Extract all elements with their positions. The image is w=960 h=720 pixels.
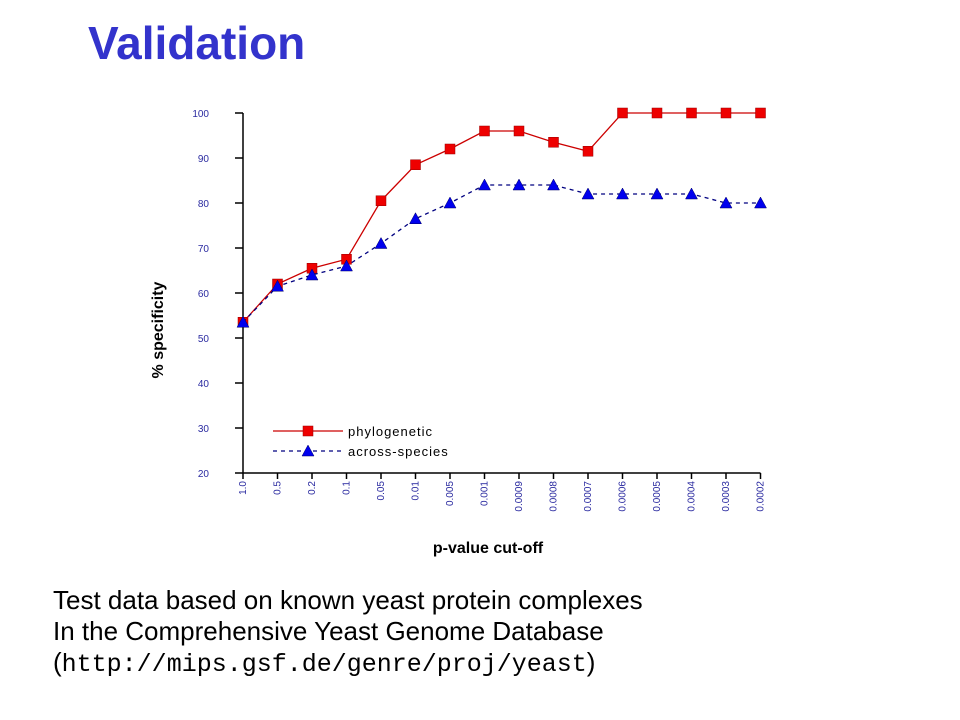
x-tick-label: 0.0005 bbox=[652, 481, 663, 512]
across-species-data-point bbox=[478, 178, 491, 191]
x-tick-label: 0.0004 bbox=[687, 481, 698, 512]
x-tick-label: 0.001 bbox=[480, 481, 491, 506]
x-tick-label: 0.0007 bbox=[583, 481, 594, 512]
across-species-data-point bbox=[719, 196, 733, 209]
across-species-data-point bbox=[305, 268, 319, 281]
across-species-data-point bbox=[581, 187, 595, 200]
legend-phylogenetic-label: phylogenetic bbox=[348, 424, 433, 439]
across-species-data-point bbox=[236, 315, 250, 328]
y-tick-label: 100 bbox=[192, 109, 209, 120]
across-species-data-point bbox=[650, 187, 664, 200]
phylogenetic-data-point bbox=[686, 107, 697, 119]
legend-phylogenetic-marker bbox=[302, 425, 314, 437]
phylogenetic-data-point bbox=[720, 107, 732, 119]
y-axis-label: % specificity bbox=[150, 281, 167, 378]
caption-close-paren: ) bbox=[586, 647, 596, 678]
across-species-data-point bbox=[374, 236, 388, 249]
x-tick-label: 0.0008 bbox=[549, 481, 560, 512]
specificity-chart: 20 30 40 50 60 70 80 90 100 1.0 0.5 0.2 0.1 0.05 0.01 0… bbox=[150, 107, 767, 557]
across-species-data-point bbox=[754, 196, 767, 209]
x-tick-label: 0.0009 bbox=[514, 481, 525, 512]
phylogenetic-data-point bbox=[755, 107, 766, 119]
database-url-link[interactable]: http://mips.gsf.de/genre/proj/yeast bbox=[61, 650, 587, 680]
y-tick-label: 50 bbox=[198, 334, 210, 345]
phylogenetic-data-point bbox=[479, 125, 490, 137]
phylogenetic-data-point bbox=[548, 137, 559, 148]
phylogenetic-data-point bbox=[375, 195, 387, 206]
across-species-data-point bbox=[271, 279, 284, 292]
phylogenetic-series-line bbox=[242, 112, 761, 323]
across-species-data-point bbox=[547, 178, 560, 191]
across-species-data-point bbox=[685, 187, 698, 200]
x-tick-label: 0.005 bbox=[445, 481, 456, 506]
x-tick-label: 0.5 bbox=[273, 481, 284, 495]
phylogenetic-data-point bbox=[582, 146, 594, 157]
y-tick-label: 20 bbox=[198, 469, 210, 480]
phylogenetic-data-point bbox=[617, 107, 628, 119]
x-tick-label: 0.05 bbox=[376, 481, 387, 501]
across-species-data-point bbox=[616, 187, 629, 200]
y-tick-label: 60 bbox=[198, 289, 210, 300]
caption-open-paren: ( bbox=[53, 647, 62, 678]
caption-line-1: Test data based on known yeast protein c… bbox=[53, 585, 643, 615]
y-tick-label: 70 bbox=[198, 244, 210, 255]
x-tick-label: 0.0003 bbox=[721, 481, 732, 512]
legend-across-species-marker bbox=[301, 444, 315, 457]
across-species-data-point bbox=[409, 212, 422, 224]
across-species-data-point bbox=[512, 178, 526, 191]
x-axis-label: p-value cut-off bbox=[433, 540, 544, 557]
y-tick-label: 30 bbox=[198, 424, 210, 435]
slide-title: Validation bbox=[88, 17, 306, 69]
y-tick-label: 90 bbox=[198, 154, 210, 165]
y-tick-label: 40 bbox=[198, 379, 210, 390]
across-species-series-line bbox=[242, 184, 761, 323]
phylogenetic-data-point bbox=[513, 125, 525, 137]
y-tick-label: 80 bbox=[198, 199, 210, 210]
x-tick-label: 0.01 bbox=[411, 481, 422, 501]
x-tick-label: 0.0002 bbox=[756, 481, 767, 512]
caption-line-2: In the Comprehensive Yeast Genome Databa… bbox=[53, 616, 604, 647]
x-tick-label: 0.0006 bbox=[618, 481, 629, 512]
legend-across-species-label: across-species bbox=[348, 444, 449, 459]
across-species-data-point bbox=[443, 196, 457, 209]
x-tick-label: 0.1 bbox=[342, 481, 353, 495]
caption-line-3: (http://mips.gsf.de/genre/proj/yeast) bbox=[53, 647, 643, 680]
phylogenetic-data-point bbox=[651, 107, 663, 119]
phylogenetic-data-point bbox=[410, 159, 421, 170]
x-tick-label: 0.2 bbox=[307, 481, 318, 495]
phylogenetic-data-point bbox=[444, 143, 456, 155]
x-tick-label: 1.0 bbox=[238, 481, 249, 495]
across-species-data-point bbox=[340, 259, 353, 272]
caption: Test data based on known yeast protein c… bbox=[53, 585, 643, 680]
